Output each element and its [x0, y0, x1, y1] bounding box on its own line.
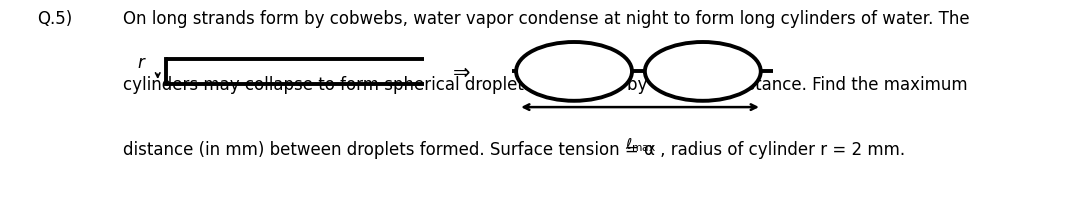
Text: Q.5): Q.5): [38, 10, 73, 29]
Text: cylinders may collapse to form spherical droplets separated by a certain distanc: cylinders may collapse to form spherical…: [123, 76, 968, 94]
Text: $\ell_{\mathrm{max}}$: $\ell_{\mathrm{max}}$: [624, 136, 657, 154]
Text: $r$: $r$: [137, 55, 147, 71]
Text: $\Rightarrow$: $\Rightarrow$: [447, 61, 471, 81]
Text: distance (in mm) between droplets formed. Surface tension = α , radius of cylind: distance (in mm) between droplets formed…: [123, 141, 906, 159]
Ellipse shape: [645, 42, 761, 101]
Ellipse shape: [516, 42, 632, 101]
Text: On long strands form by cobwebs, water vapor condense at night to form long cyli: On long strands form by cobwebs, water v…: [123, 10, 970, 29]
